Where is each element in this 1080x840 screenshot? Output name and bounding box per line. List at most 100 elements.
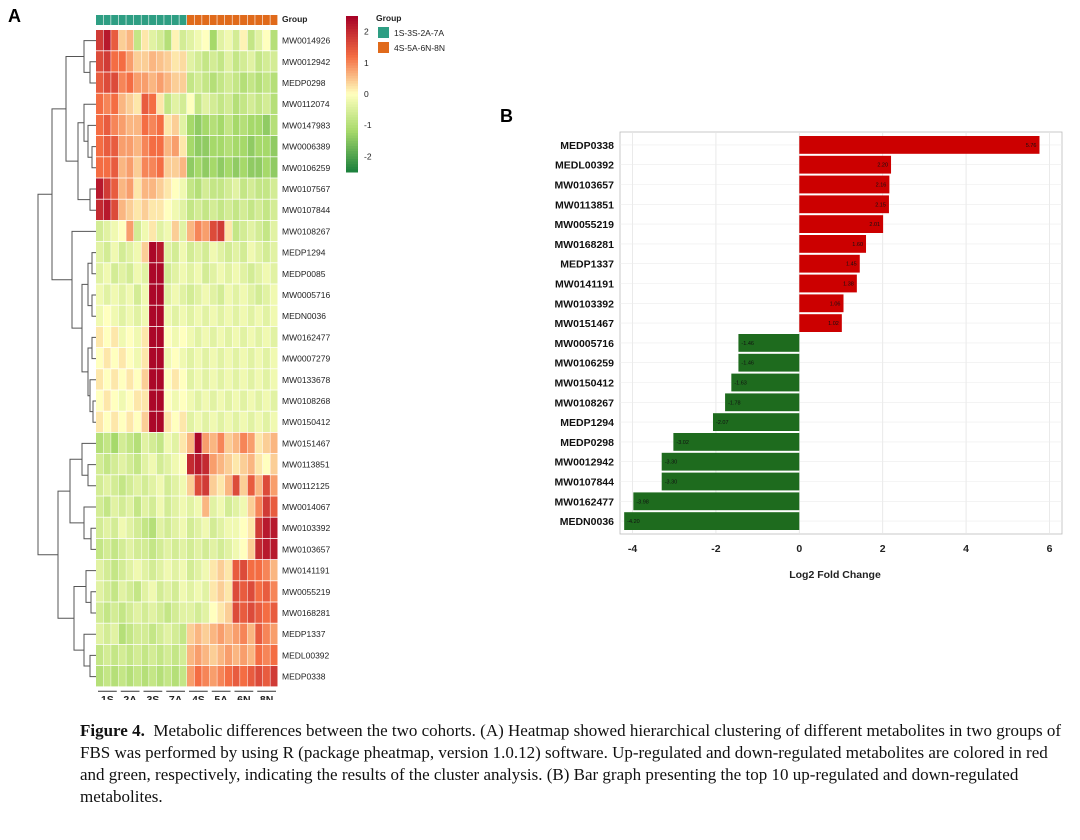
colorbar-step [346, 26, 358, 30]
heatmap-cell [156, 369, 164, 390]
heatmap-cell [202, 136, 210, 157]
heatmap-row-label: MW0162477 [282, 332, 330, 342]
heatmap-cell [187, 199, 195, 220]
heatmap-cell [133, 30, 141, 51]
heatmap-cell [103, 411, 111, 432]
heatmap-cell [118, 263, 126, 284]
annotation-cell [209, 15, 217, 25]
x-tick-label: -4 [628, 543, 637, 555]
heatmap-cell [118, 157, 126, 178]
heatmap-cell [156, 199, 164, 220]
heatmap-cell [149, 51, 157, 72]
heatmap-cell [133, 220, 141, 242]
heatmap-cell [149, 305, 157, 326]
heatmap-cell [224, 72, 232, 93]
heatmap-cell [171, 157, 179, 178]
colorbar-tick-label: 0 [364, 89, 369, 99]
heatmap-cell [202, 369, 210, 390]
heatmap-cell [164, 496, 172, 517]
heatmap-cell [141, 432, 149, 454]
heatmap-cell [255, 51, 263, 72]
heatmap-cell [247, 581, 255, 602]
heatmap-cell [187, 581, 195, 602]
heatmap-cell [240, 517, 248, 538]
heatmap-cell [194, 136, 202, 157]
heatmap-cell [262, 602, 270, 623]
heatmap-cell [187, 263, 195, 284]
heatmap-cell [209, 390, 217, 411]
dendrogram-branch [91, 252, 96, 275]
heatmap-cell [111, 623, 119, 644]
heatmap-column-label: 6N [237, 694, 250, 700]
heatmap-cell [141, 644, 149, 666]
heatmap-row-label: MW0106259 [282, 163, 330, 173]
heatmap-cell [179, 93, 187, 114]
heatmap-cell [111, 666, 119, 687]
heatmap-cell [232, 178, 240, 199]
colorbar-step [346, 52, 358, 56]
heatmap-cell [247, 475, 255, 496]
heatmap-cell [202, 538, 210, 560]
heatmap-cell [118, 93, 126, 114]
heatmap-cell [164, 369, 172, 390]
heatmap-cell [111, 30, 119, 51]
heatmap-cell [179, 666, 187, 687]
heatmap-cell [141, 93, 149, 114]
heatmap-cell [149, 454, 157, 475]
heatmap-cell [209, 475, 217, 496]
bar-value-label: 1.38 [843, 282, 854, 288]
heatmap-cell [171, 114, 179, 136]
bar [738, 334, 800, 352]
heatmap-cell [202, 30, 210, 51]
colorbar-step [346, 133, 358, 137]
colorbar-step [346, 81, 358, 85]
bar-value-label: -1.63 [734, 381, 747, 387]
heatmap-cell [164, 560, 172, 581]
annotation-cell [96, 15, 103, 25]
heatmap-cell [141, 284, 149, 305]
heatmap-cell [179, 411, 187, 432]
heatmap-cell [255, 199, 263, 220]
heatmap-cell [156, 284, 164, 305]
bar-category-label: MEDP1337 [560, 259, 614, 271]
heatmap-cell [133, 157, 141, 178]
heatmap-row-label: MW0007279 [282, 354, 330, 364]
heatmap-cell [156, 30, 164, 51]
heatmap-cell [262, 157, 270, 178]
heatmap-cell [240, 623, 248, 644]
colorbar-step [346, 159, 358, 163]
heatmap-cell [255, 326, 263, 348]
heatmap-cell [247, 644, 255, 666]
heatmap-cell [118, 411, 126, 432]
heatmap-cell [262, 666, 270, 687]
colorbar-step [346, 16, 358, 20]
group-legend-title: Group [376, 13, 402, 23]
heatmap-cell [96, 644, 104, 666]
heatmap-cell [209, 496, 217, 517]
heatmap-cell [164, 242, 172, 263]
heatmap-cell [164, 220, 172, 242]
heatmap-cell [232, 475, 240, 496]
heatmap-cell [179, 242, 187, 263]
heatmap-row-label: MW0005716 [282, 290, 330, 300]
heatmap-row-label: MW0006389 [282, 142, 330, 152]
annotation-cell [240, 15, 248, 25]
heatmap-cell [96, 220, 104, 242]
colorbar-step [346, 94, 358, 98]
heatmap-cell [133, 199, 141, 220]
heatmap-cell [270, 644, 278, 666]
annotation-cell [126, 15, 134, 25]
bar [673, 433, 800, 451]
heatmap-cell [262, 623, 270, 644]
heatmap-cell [149, 242, 157, 263]
heatmap-cell [149, 432, 157, 454]
heatmap-cell [126, 475, 134, 496]
heatmap-cell [217, 93, 225, 114]
annotation-cell [232, 15, 240, 25]
heatmap-cell [202, 432, 210, 454]
heatmap-cell [255, 454, 263, 475]
heatmap-cell [232, 242, 240, 263]
heatmap-cell [247, 666, 255, 687]
heatmap-cell [209, 369, 217, 390]
heatmap-cell [179, 51, 187, 72]
